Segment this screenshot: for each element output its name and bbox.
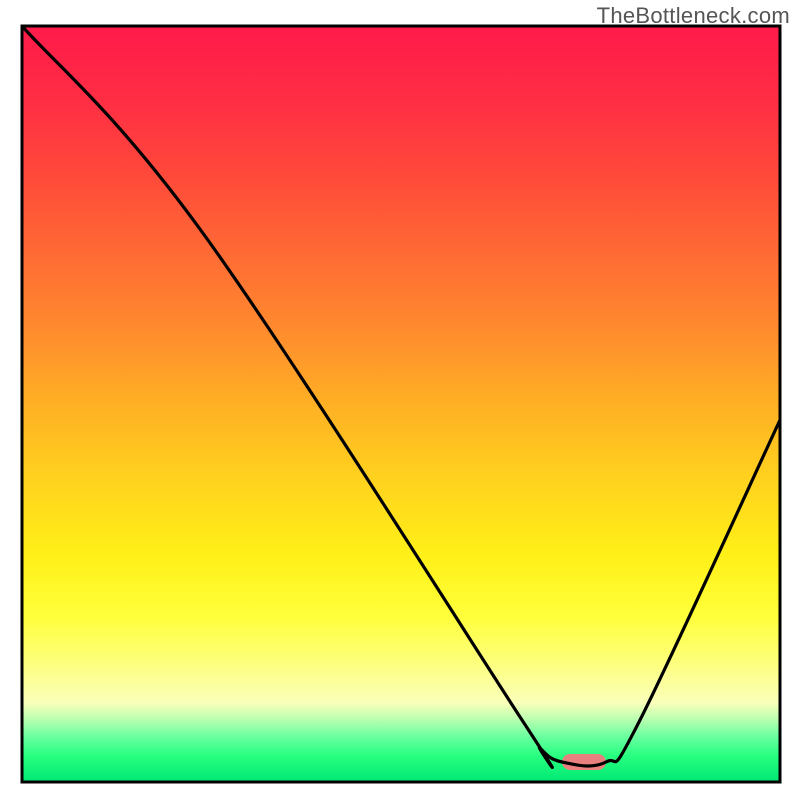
chart-container: { "watermark": { "text": "TheBottleneck.…	[0, 0, 800, 800]
bottleneck-chart	[0, 0, 800, 800]
watermark-text: TheBottleneck.com	[597, 3, 790, 29]
